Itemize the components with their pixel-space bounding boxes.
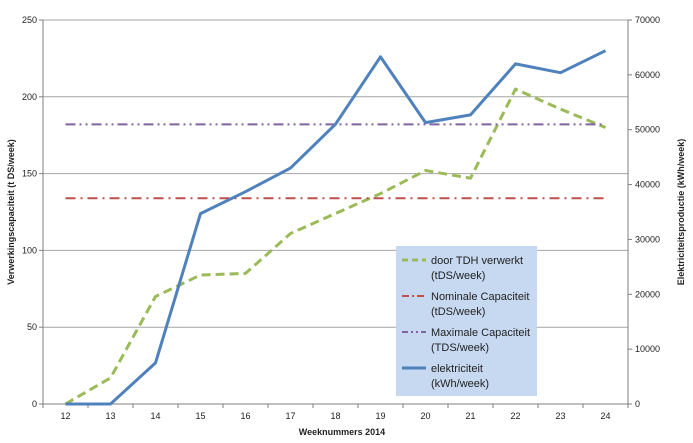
series-line-4 [65, 49, 607, 406]
y-right-tick-label: 30000 [635, 234, 660, 244]
y-left-tick-label: 50 [27, 322, 37, 332]
legend-label-unit: (tDS/week) [431, 306, 485, 318]
legend-label-unit: (tDS/week) [431, 270, 485, 282]
y-left-tick-label: 150 [22, 169, 37, 179]
series-lines [64, 49, 607, 406]
x-tick-label: 13 [105, 411, 115, 421]
x-tick-label: 15 [195, 411, 205, 421]
legend-label: Nominale Capaciteit [431, 291, 529, 303]
y-right-tick-label: 20000 [635, 289, 660, 299]
y-left-tick-label: 100 [22, 245, 37, 255]
x-tick-label: 19 [375, 411, 385, 421]
x-tick-label: 20 [420, 411, 430, 421]
legend-label: door TDH verwerkt [431, 255, 523, 267]
y-right-tick-label: 10000 [635, 344, 660, 354]
y-right-tick-label: 40000 [635, 180, 660, 190]
legend-label: elektriciteit [431, 363, 483, 375]
x-tick-label: 14 [150, 411, 160, 421]
x-axis-title: Weeknummers 2014 [299, 427, 385, 437]
y-right-tick-label: 60000 [635, 70, 660, 80]
y-axis-right-title: Elektriciteitsproductie (kWh/week) [676, 139, 686, 286]
x-tick-label: 22 [510, 411, 520, 421]
legend: door TDH verwerkt (tDS/week) Nominale Capa… [396, 246, 537, 396]
x-tick-label: 24 [600, 411, 610, 421]
y-axis-left-title: Verwerkingscapaciteit (t DS/week) [6, 139, 16, 285]
legend-background [396, 246, 537, 396]
y-left-tick-label: 250 [22, 15, 37, 25]
y-right-tick-label: 50000 [635, 125, 660, 135]
x-tick-label: 23 [555, 411, 565, 421]
legend-label-unit: (kWh/week) [431, 378, 489, 390]
x-tick-label: 21 [465, 411, 475, 421]
x-tick-label: 17 [285, 411, 295, 421]
x-tick-label: 12 [60, 411, 70, 421]
y-right-tick-label: 0 [635, 399, 640, 409]
y-left-tick-label: 200 [22, 92, 37, 102]
legend-label-unit: (TDS/week) [431, 342, 489, 354]
x-tick-label: 18 [330, 411, 340, 421]
y-left-tick-label: 0 [32, 399, 37, 409]
gridlines [43, 19, 628, 328]
series-line-1 [64, 87, 607, 406]
x-tick-label: 16 [240, 411, 250, 421]
axes: 0 50 100 150 200 250 0 10000 20000 30000 40000 5000… [22, 15, 660, 421]
legend-label: Maximale Capaciteit [431, 327, 530, 339]
y-right-tick-label: 70000 [635, 15, 660, 25]
